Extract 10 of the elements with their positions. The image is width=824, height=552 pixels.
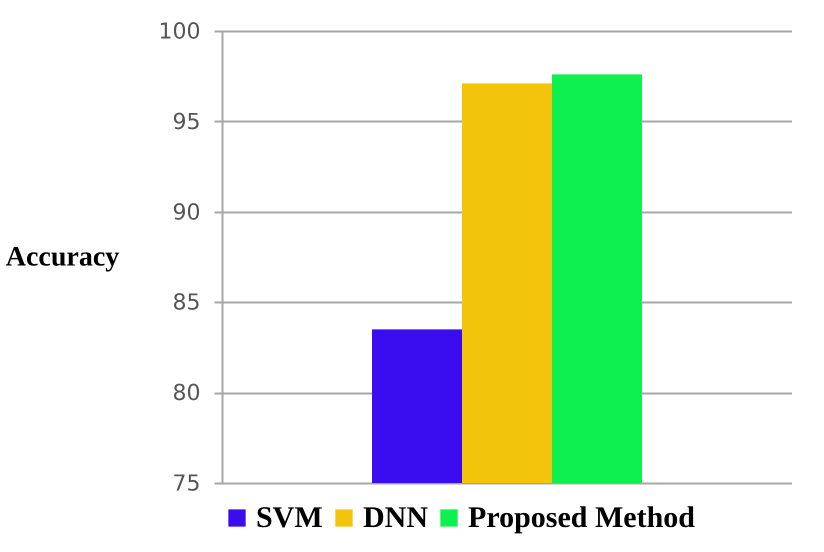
y-axis-title: Accuracy (6, 242, 120, 272)
y-tick-label: 80 (172, 381, 200, 406)
legend-label: DNN (363, 501, 428, 534)
y-tick-label: 85 (172, 290, 200, 316)
y-tick-label: 95 (172, 110, 200, 135)
legend-label: Proposed Method (468, 501, 696, 534)
y-tick-label: 75 (172, 472, 200, 496)
y-tick-label: 90 (172, 200, 200, 226)
legend-label: SVM (256, 501, 323, 534)
y-tick-label: 100 (158, 20, 200, 44)
